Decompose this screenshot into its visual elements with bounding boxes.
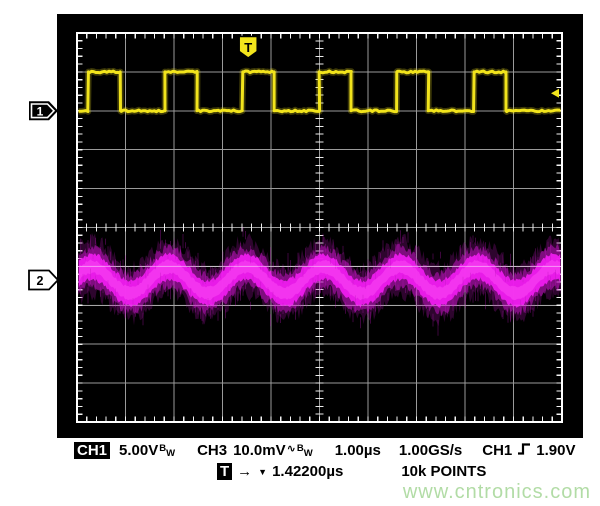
svg-text:1: 1 [37, 104, 44, 118]
ch1-scale-value: 5.00V [119, 441, 159, 459]
ch1-bw-limit: B [159, 442, 167, 454]
status-line-2: T → ▼ 1.42200µs 10k POINTS [217, 463, 486, 480]
timebase-readout: 1.00µs [334, 441, 381, 459]
svg-text:T: T [244, 40, 252, 55]
trigger-source: CH1 [482, 442, 513, 459]
status-line-1: CH1 5.00V B W CH3 10.0mV ∿ B W 1.00µs 1.00GS/s… [74, 441, 575, 459]
trigger-level: 1.90V [536, 442, 576, 459]
ch3-label: CH3 [197, 441, 228, 459]
watermark: www.cntronics.com [402, 481, 591, 503]
trigger-position-icon: ▼ [258, 466, 268, 477]
ac-coupling-icon: ∿ [286, 441, 296, 455]
ch1-scale-readout: 5.00V B W [119, 442, 175, 459]
trigger-delay-readout: 1.42200µs [272, 463, 344, 480]
channel-markers: 1 2 T [28, 35, 559, 291]
ch3-bw-limit-sub: W [303, 447, 313, 459]
ch1-ground-marker: 1 [29, 101, 58, 121]
ch3-bw-limit: B [296, 442, 304, 454]
ch1-bw-limit-sub: W [166, 447, 176, 459]
ch1-trace [78, 67, 561, 115]
svg-text:2: 2 [37, 274, 44, 288]
trigger-time-marker: T [238, 35, 258, 59]
record-length-readout: 10k POINTS [401, 463, 487, 480]
trigger-arrow: → [237, 463, 253, 480]
ch3-scale-value: 10.0mV [233, 441, 286, 459]
ch3-scale-readout: CH3 10.0mV ∿ B W [197, 442, 313, 459]
ch2-ground-marker: 2 [28, 269, 60, 291]
trigger-badge: T [217, 463, 233, 480]
sample-rate-readout: 1.00GS/s [398, 441, 463, 459]
ch1-badge: CH1 [74, 441, 111, 459]
trigger-level-marker [551, 88, 559, 98]
trigger-readout: CH1 1.90V [482, 441, 575, 459]
rising-edge-icon [518, 443, 531, 455]
ch3-trace [78, 227, 561, 336]
